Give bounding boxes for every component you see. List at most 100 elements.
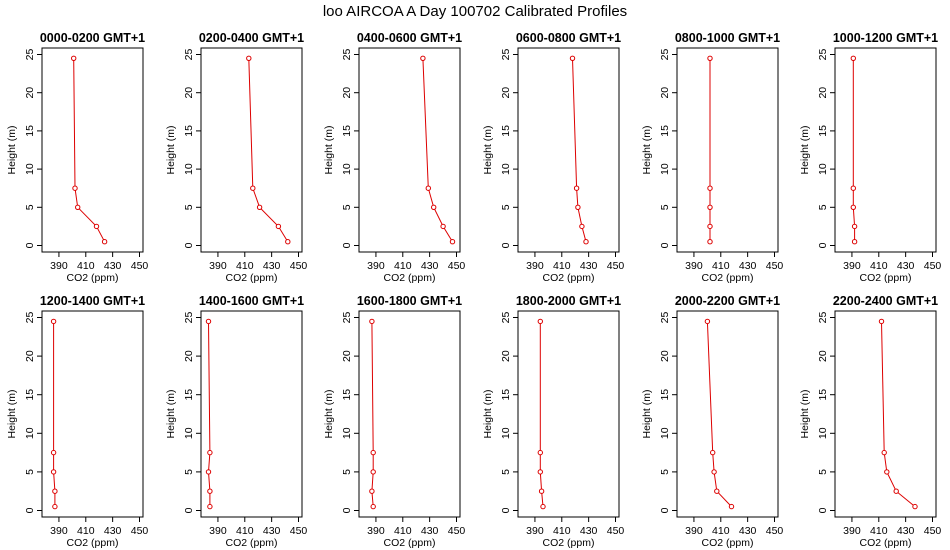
data-point (370, 469, 376, 475)
x-axis-label: CO2 (ppm) (226, 537, 278, 549)
x-tick-label: 390 (685, 260, 703, 272)
x-tick-label: 410 (394, 260, 412, 272)
y-tick-label: 25 (500, 312, 512, 324)
profile-panel: 0000-0200 GMT+1 390 410 430 450 CO2 (ppm) 0 5 10… (6, 31, 148, 284)
y-tick-label: 20 (659, 87, 671, 99)
x-tick-label: 390 (843, 525, 861, 537)
y-tick-label: 5 (659, 204, 671, 210)
y-tick-label: 5 (659, 469, 671, 475)
x-tick-label: 430 (897, 260, 915, 272)
profile-line (706, 321, 732, 507)
y-tick-label: 0 (500, 507, 512, 513)
data-point (50, 449, 57, 456)
data-point (878, 318, 885, 325)
data-point (207, 488, 213, 494)
y-axis-label: Height (m) (641, 125, 653, 174)
data-point (431, 204, 437, 211)
y-tick-label: 0 (24, 507, 36, 513)
y-tick-label: 5 (183, 204, 195, 210)
y-tick-label: 5 (183, 469, 195, 475)
y-tick-label: 10 (817, 427, 829, 439)
x-tick-label: 390 (209, 525, 227, 537)
data-point (537, 318, 543, 325)
y-axis-label: Height (m) (641, 389, 653, 438)
data-point (425, 185, 431, 191)
x-tick-label: 430 (421, 260, 439, 272)
profile-line (207, 321, 211, 507)
x-tick-label: 410 (712, 525, 730, 537)
y-tick-label: 15 (183, 125, 195, 137)
plot-frame (41, 47, 144, 253)
profile-line (852, 58, 856, 242)
profile-panel: 1000-1200 GMT+1 390 410 430 450 CO2 (ppm) 0 5 10… (799, 31, 941, 284)
data-point (850, 204, 856, 211)
y-tick-label: 25 (341, 312, 353, 324)
data-point (850, 185, 856, 191)
data-point (573, 185, 580, 191)
data-point (728, 503, 735, 510)
x-tick-label: 410 (870, 260, 888, 272)
data-point (369, 318, 375, 325)
profile-panel: 1800-2000 GMT+1 390 410 430 450 CO2 (ppm) 0 5 10… (482, 294, 624, 549)
plot-frame (358, 47, 461, 253)
x-tick-label: 450 (448, 260, 466, 272)
y-tick-label: 0 (24, 242, 36, 248)
plot-frame (41, 310, 144, 518)
data-point (50, 469, 57, 475)
x-axis-label: CO2 (ppm) (543, 537, 595, 549)
x-tick-label: 430 (739, 260, 757, 272)
x-tick-label: 410 (77, 525, 95, 537)
y-tick-label: 25 (341, 49, 353, 61)
x-tick-label: 410 (236, 260, 254, 272)
y-tick-label: 25 (817, 312, 829, 324)
data-point (537, 469, 543, 475)
data-point (884, 469, 890, 475)
x-tick-label: 450 (924, 525, 942, 537)
data-point (537, 449, 543, 456)
y-tick-label: 0 (817, 507, 829, 513)
x-tick-label: 410 (553, 525, 571, 537)
data-point (538, 488, 545, 494)
y-tick-label: 10 (24, 427, 36, 439)
y-tick-label: 10 (24, 163, 36, 175)
data-point (370, 449, 376, 456)
data-point (579, 223, 585, 230)
data-point (440, 223, 446, 230)
data-point (285, 239, 291, 245)
y-tick-label: 25 (500, 49, 512, 61)
profile-line (371, 321, 374, 507)
plot-frame (517, 47, 620, 253)
data-point (370, 503, 376, 510)
plot-frame (200, 47, 303, 253)
x-tick-label: 390 (209, 260, 227, 272)
x-tick-label: 390 (50, 260, 68, 272)
x-axis-label: CO2 (ppm) (226, 272, 278, 284)
data-point (851, 223, 858, 230)
y-axis-label: Height (m) (323, 125, 335, 174)
y-tick-label: 0 (183, 242, 195, 248)
y-tick-label: 15 (183, 389, 195, 401)
x-tick-label: 450 (448, 525, 466, 537)
profile-panel: 0600-0800 GMT+1 390 410 430 450 CO2 (ppm) 0 5 10… (482, 31, 624, 284)
data-point (912, 503, 918, 510)
y-axis-label: Height (m) (323, 389, 335, 438)
y-tick-label: 20 (24, 87, 36, 99)
data-point (71, 55, 77, 61)
y-tick-label: 5 (341, 469, 353, 475)
x-tick-label: 450 (924, 260, 942, 272)
data-point (205, 469, 212, 475)
x-axis-label: CO2 (ppm) (384, 537, 436, 549)
x-axis-label: CO2 (ppm) (702, 272, 754, 284)
y-tick-label: 15 (24, 389, 36, 401)
x-tick-label: 430 (897, 525, 915, 537)
y-tick-label: 20 (500, 350, 512, 362)
x-tick-label: 390 (367, 260, 385, 272)
profile-panel: 2000-2200 GMT+1 390 410 430 450 CO2 (ppm) 0 5 10… (641, 294, 783, 549)
y-tick-label: 10 (500, 163, 512, 175)
y-tick-label: 25 (183, 312, 195, 324)
y-tick-label: 5 (341, 204, 353, 210)
profile-line (539, 321, 544, 507)
y-tick-label: 10 (341, 427, 353, 439)
y-tick-label: 20 (183, 87, 195, 99)
